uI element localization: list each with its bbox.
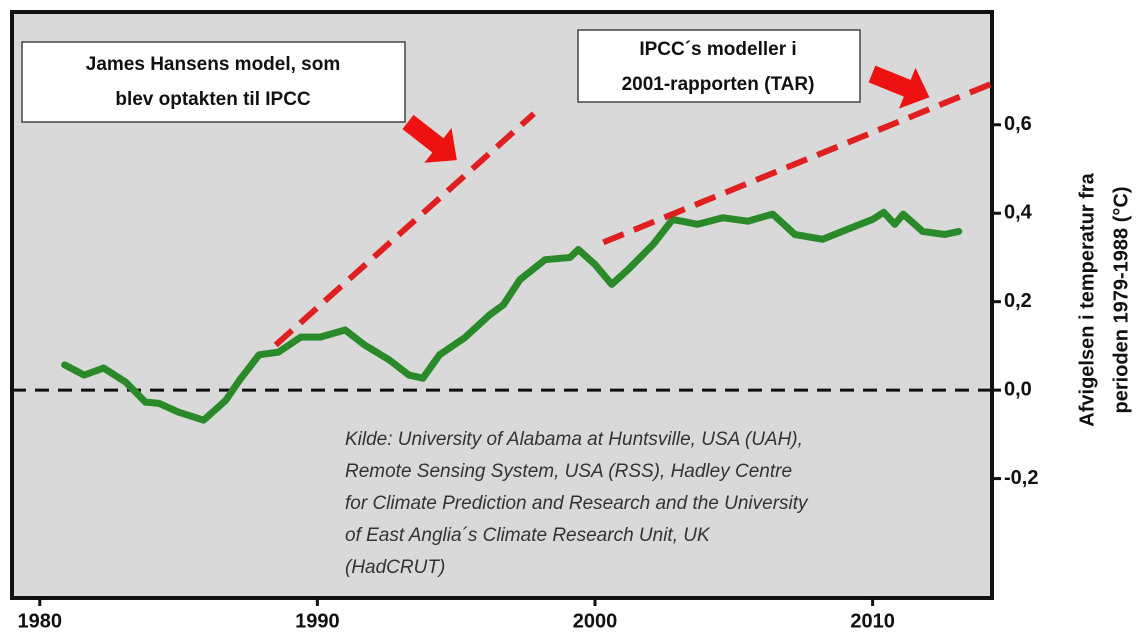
- y-axis-label: perioden 1979-1988 (°C): [1110, 187, 1132, 414]
- model-line: [273, 111, 536, 348]
- source-text: Kilde: University of Alabama at Huntsvil…: [345, 429, 803, 450]
- annotation-text: James Hansens model, som: [86, 54, 341, 75]
- x-tick-label: 1980: [18, 610, 63, 632]
- source-text: (HadCRUT): [345, 557, 445, 578]
- annotation-text: 2001-rapporten (TAR): [622, 74, 815, 95]
- source-text: of East Anglia´s Climate Research Unit, …: [345, 525, 711, 546]
- arrow: [402, 114, 457, 163]
- x-tick-label: 2000: [573, 610, 618, 632]
- y-axis-label: Afvigelsen i temperatur fra: [1076, 172, 1098, 426]
- annotation-box: [577, 29, 861, 103]
- x-tick-label: 2010: [850, 610, 895, 632]
- arrow: [868, 65, 930, 109]
- source-text: Remote Sensing System, USA (RSS), Hadley…: [345, 461, 792, 482]
- annotation-text: IPCC´s modeller i: [639, 39, 796, 60]
- annotation-box: [21, 41, 406, 123]
- source-text: for Climate Prediction and Research and …: [345, 493, 809, 514]
- data-line: [61, 208, 963, 424]
- model-line: [602, 80, 994, 246]
- annotation-text: blev optakten til IPCC: [115, 89, 311, 110]
- y-tick-label: 0,2: [1004, 290, 1032, 312]
- y-tick-label: -0,2: [1004, 467, 1038, 489]
- y-tick-label: 0,0: [1004, 378, 1032, 400]
- y-tick-label: 0,4: [1004, 202, 1033, 224]
- x-tick-label: 1990: [295, 610, 340, 632]
- y-tick-label: 0,6: [1004, 113, 1032, 135]
